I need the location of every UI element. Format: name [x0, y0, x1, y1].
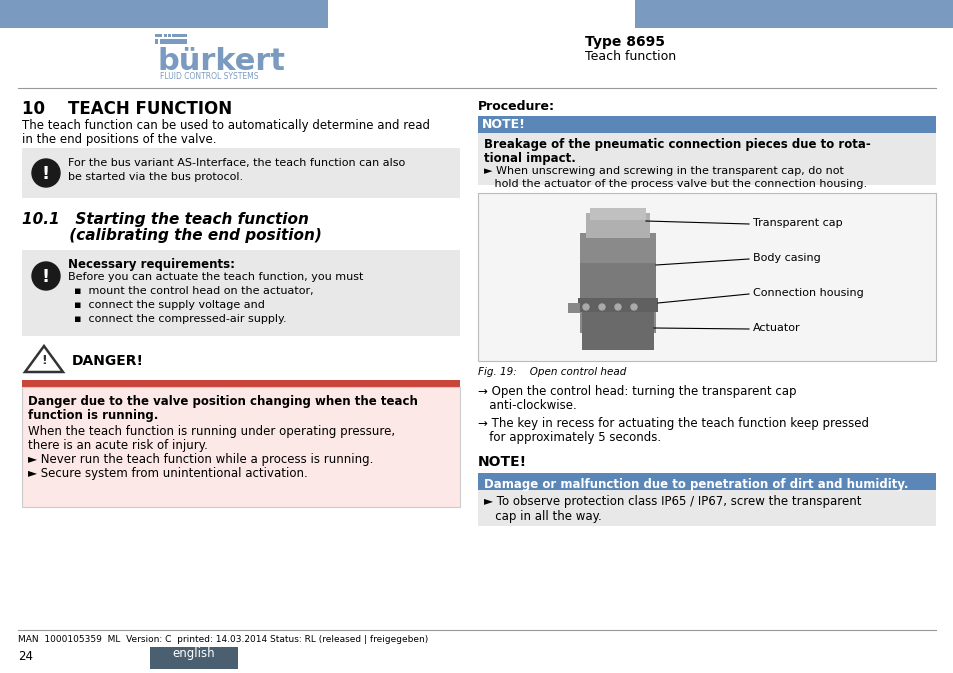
Circle shape [630, 304, 637, 310]
Text: DANGER!: DANGER! [71, 354, 144, 368]
FancyBboxPatch shape [160, 39, 187, 44]
Text: anti-clockwise.: anti-clockwise. [477, 399, 577, 412]
Text: for approximately 5 seconds.: for approximately 5 seconds. [477, 431, 660, 444]
Text: Damage or malfunction due to penetration of dirt and humidity.: Damage or malfunction due to penetration… [483, 478, 907, 491]
FancyBboxPatch shape [477, 133, 935, 185]
Text: When the teach function is running under operating pressure,: When the teach function is running under… [28, 425, 395, 438]
Text: Procedure:: Procedure: [477, 100, 555, 113]
Text: ► When unscrewing and screwing in the transparent cap, do not: ► When unscrewing and screwing in the tr… [483, 166, 843, 176]
Text: hold the actuator of the process valve but the connection housing.: hold the actuator of the process valve b… [483, 179, 866, 189]
FancyBboxPatch shape [154, 39, 158, 44]
Text: !: ! [41, 354, 47, 367]
Text: → The key in recess for actuating the teach function keep pressed: → The key in recess for actuating the te… [477, 417, 868, 430]
Circle shape [582, 304, 588, 310]
FancyBboxPatch shape [477, 473, 935, 490]
Text: ► Secure system from unintentional activation.: ► Secure system from unintentional activ… [28, 467, 308, 480]
Text: bürkert: bürkert [158, 47, 286, 76]
Text: Body casing: Body casing [752, 253, 820, 263]
FancyBboxPatch shape [154, 34, 162, 37]
Text: tional impact.: tional impact. [483, 152, 576, 165]
Text: ▪  connect the compressed-air supply.: ▪ connect the compressed-air supply. [74, 314, 286, 324]
Text: function is running.: function is running. [28, 409, 158, 422]
Text: cap in all the way.: cap in all the way. [483, 510, 601, 523]
Text: in the end positions of the valve.: in the end positions of the valve. [22, 133, 216, 146]
FancyBboxPatch shape [22, 148, 459, 198]
Text: NOTE!: NOTE! [481, 118, 525, 131]
Circle shape [32, 262, 60, 290]
Text: there is an acute risk of injury.: there is an acute risk of injury. [28, 439, 208, 452]
FancyBboxPatch shape [579, 263, 656, 298]
FancyBboxPatch shape [164, 34, 167, 37]
Text: Connection housing: Connection housing [752, 288, 862, 298]
Text: ▪  connect the supply voltage and: ▪ connect the supply voltage and [74, 300, 265, 310]
Circle shape [598, 304, 604, 310]
Text: Type 8695: Type 8695 [584, 35, 664, 49]
Text: Danger due to the valve position changing when the teach: Danger due to the valve position changin… [28, 395, 417, 408]
FancyBboxPatch shape [150, 647, 237, 669]
Text: Teach function: Teach function [584, 50, 676, 63]
Text: Necessary requirements:: Necessary requirements: [68, 258, 234, 271]
FancyBboxPatch shape [589, 208, 645, 220]
Text: 10    TEACH FUNCTION: 10 TEACH FUNCTION [22, 100, 232, 118]
Text: !: ! [42, 268, 50, 286]
FancyBboxPatch shape [477, 490, 935, 526]
FancyBboxPatch shape [168, 34, 171, 37]
Text: MAN  1000105359  ML  Version: C  printed: 14.03.2014 Status: RL (released | frei: MAN 1000105359 ML Version: C printed: 14… [18, 635, 428, 644]
Text: (calibrating the end position): (calibrating the end position) [22, 228, 321, 243]
FancyBboxPatch shape [581, 312, 654, 350]
FancyBboxPatch shape [635, 0, 953, 28]
Text: Transparent cap: Transparent cap [752, 218, 841, 228]
FancyBboxPatch shape [22, 380, 459, 387]
FancyBboxPatch shape [578, 298, 658, 312]
Text: NOTE!: NOTE! [477, 455, 527, 469]
FancyBboxPatch shape [585, 213, 649, 238]
Text: For the bus variant AS-Interface, the teach function can also: For the bus variant AS-Interface, the te… [68, 158, 405, 168]
FancyBboxPatch shape [172, 34, 187, 37]
Text: ▪  mount the control head on the actuator,: ▪ mount the control head on the actuator… [74, 286, 314, 296]
FancyBboxPatch shape [567, 303, 579, 313]
Text: Fig. 19:    Open control head: Fig. 19: Open control head [477, 367, 626, 377]
Text: Before you can actuate the teach function, you must: Before you can actuate the teach functio… [68, 272, 363, 282]
Text: Actuator: Actuator [752, 323, 800, 333]
FancyBboxPatch shape [22, 387, 459, 507]
FancyBboxPatch shape [477, 116, 935, 133]
FancyBboxPatch shape [22, 250, 459, 336]
Text: 24: 24 [18, 650, 33, 663]
Circle shape [615, 304, 620, 310]
Text: FLUID CONTROL SYSTEMS: FLUID CONTROL SYSTEMS [160, 72, 258, 81]
Text: english: english [172, 647, 215, 660]
Text: → Open the control head: turning the transparent cap: → Open the control head: turning the tra… [477, 385, 796, 398]
FancyBboxPatch shape [0, 0, 328, 28]
Text: be started via the bus protocol.: be started via the bus protocol. [68, 172, 243, 182]
Polygon shape [25, 346, 63, 372]
FancyBboxPatch shape [477, 193, 935, 361]
Text: ► Never run the teach function while a process is running.: ► Never run the teach function while a p… [28, 453, 373, 466]
Text: The teach function can be used to automatically determine and read: The teach function can be used to automa… [22, 119, 430, 132]
Circle shape [32, 159, 60, 187]
Text: Breakage of the pneumatic connection pieces due to rota-: Breakage of the pneumatic connection pie… [483, 138, 870, 151]
Text: ► To observe protection class IP65 / IP67, screw the transparent: ► To observe protection class IP65 / IP6… [483, 495, 861, 508]
Text: 10.1   Starting the teach function: 10.1 Starting the teach function [22, 212, 309, 227]
Text: !: ! [42, 165, 50, 183]
FancyBboxPatch shape [579, 233, 656, 333]
